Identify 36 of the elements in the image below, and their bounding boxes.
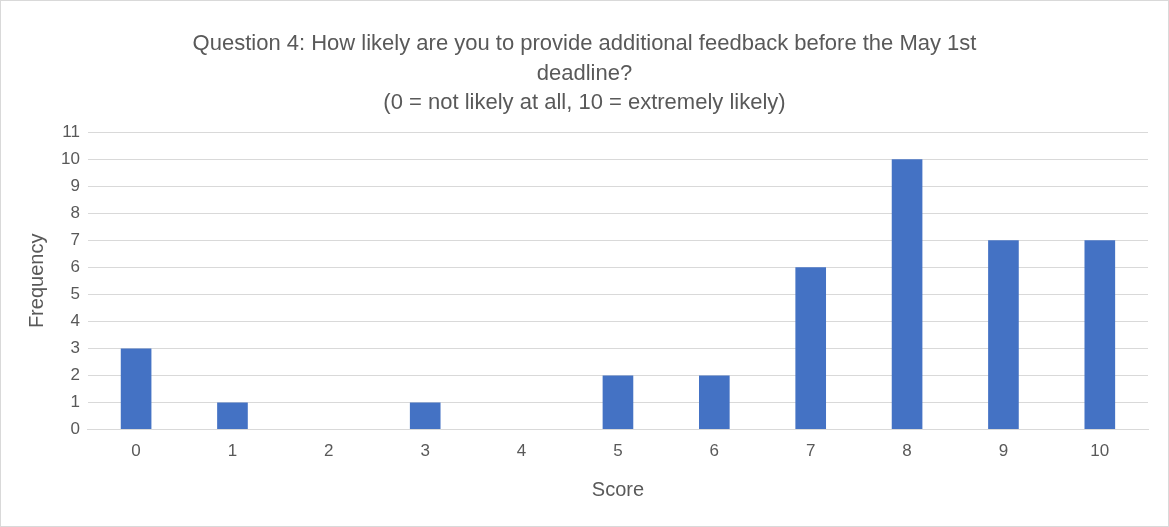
bar: [217, 402, 248, 430]
chart-title: Question 4: How likely are you to provide additional feedback before the May 1st deadline?: [192, 29, 977, 85]
x-tick-label: 8: [902, 441, 912, 461]
y-tick-label: 11: [62, 121, 80, 141]
bar: [602, 375, 634, 430]
bar: [795, 267, 827, 430]
y-tick-label: 0: [70, 419, 80, 439]
y-tick-label: 5: [70, 284, 80, 304]
y-tick-label: 2: [70, 365, 80, 385]
x-tick-label: 9: [998, 441, 1009, 461]
y-tick-label: 6: [70, 257, 80, 277]
y-tick-label: 3: [70, 338, 80, 358]
y-tick-label: 10: [60, 148, 80, 168]
x-tick-label: 1: [227, 441, 238, 461]
y-tick-label: 4: [70, 311, 80, 331]
x-tick-label: 3: [420, 441, 430, 461]
x-tick-label: 5: [613, 441, 623, 461]
x-tick-label: 4: [516, 441, 527, 461]
x-tick-label: 2: [324, 441, 334, 461]
bar: [988, 240, 1019, 430]
y-axis-title: Frequency: [24, 233, 47, 329]
bar: [891, 159, 923, 430]
y-tick-label: 9: [70, 175, 80, 195]
x-tick-label: 10: [1090, 441, 1110, 461]
y-tick-label: 7: [70, 229, 80, 249]
x-tick-label: 0: [131, 441, 141, 461]
y-tick-label: 8: [70, 202, 80, 222]
y-tick-label: 1: [70, 392, 80, 412]
x-tick-label: 7: [805, 441, 816, 461]
bar: [699, 375, 730, 430]
x-tick-label: 6: [709, 441, 720, 461]
bar: [1084, 240, 1116, 430]
bar: [409, 402, 441, 430]
bar: [120, 348, 152, 430]
chart-subtitle: (0 = not likely at all, 10 = extremely likely): [383, 89, 786, 115]
x-axis-title: Score: [591, 477, 645, 500]
